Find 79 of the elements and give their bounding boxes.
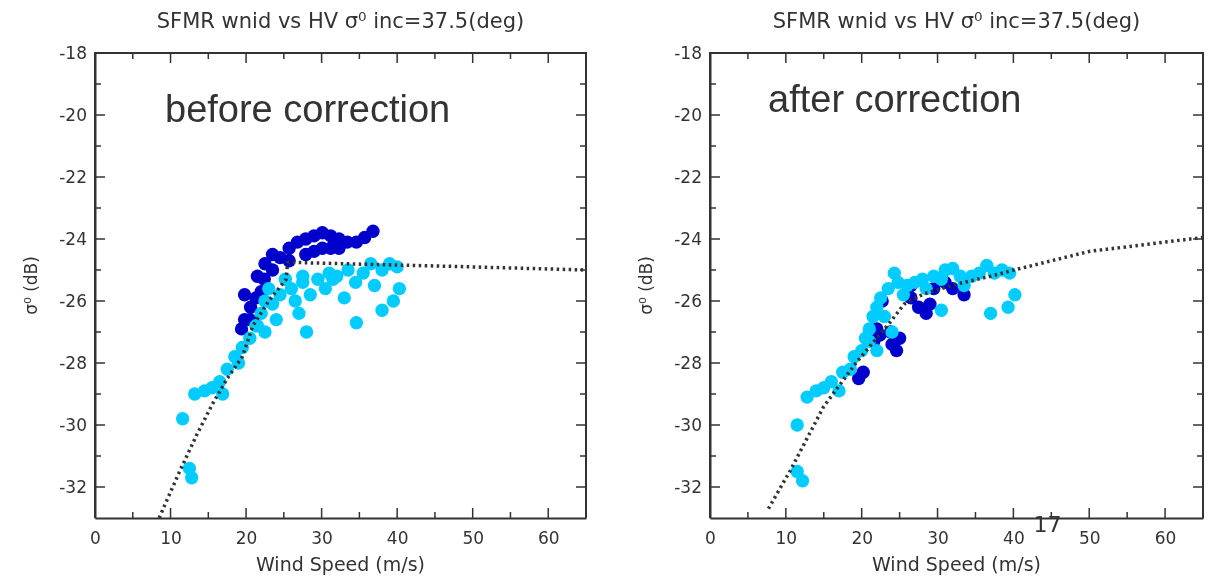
y-tick-label: -26 [59, 290, 87, 311]
point [392, 281, 407, 296]
point [299, 325, 314, 339]
y-tick-label: -20 [674, 104, 702, 125]
point [856, 365, 870, 379]
point [356, 266, 370, 280]
x-tick-label: 10 [160, 528, 182, 549]
y-tick-label: -26 [674, 290, 702, 311]
annotation: before correction [165, 88, 451, 130]
point [175, 412, 190, 426]
x-tick-label: 10 [775, 528, 798, 549]
x-tick-label: 0 [90, 528, 101, 549]
point [934, 303, 949, 317]
x-tick-label: 50 [1078, 528, 1101, 549]
x-tick-label: 40 [1003, 528, 1025, 549]
y-axis-title: σ⁰ (dB) [636, 256, 656, 315]
point [1001, 300, 1015, 314]
x-tick-label: 60 [537, 528, 560, 549]
point [269, 312, 283, 327]
point [318, 281, 333, 296]
point [237, 288, 252, 302]
point [212, 374, 227, 389]
point [862, 322, 876, 336]
y-tick-label: -28 [59, 352, 87, 373]
y-axis-title: σ⁰ (dB) [21, 256, 41, 315]
y-tick-label: -22 [674, 166, 702, 187]
point [1008, 288, 1022, 302]
point [386, 294, 401, 308]
point [288, 294, 302, 308]
point [983, 306, 998, 321]
point [303, 288, 317, 302]
x-tick-label: 20 [851, 528, 874, 549]
annotation: after correction [768, 78, 1022, 120]
y-tick-label: -22 [59, 166, 87, 187]
y-tick-label: -32 [59, 476, 87, 497]
point [367, 278, 382, 293]
y-tick-label: -24 [59, 228, 87, 249]
point [262, 281, 276, 296]
y-tick-label: -20 [59, 104, 87, 125]
point [366, 224, 380, 238]
point [375, 303, 389, 317]
point [881, 281, 895, 296]
x-tick-label: 0 [705, 528, 716, 549]
point [258, 325, 272, 339]
point [265, 263, 280, 277]
y-tick-label: -18 [674, 42, 702, 63]
point [337, 291, 351, 305]
point [889, 343, 904, 358]
x-tick-label: 50 [462, 528, 485, 549]
y-tick-label: -30 [59, 414, 87, 435]
x-tick-label: 40 [386, 528, 409, 549]
chart-title: SFMR wnid vs HV σ⁰ inc=37.5(deg) [772, 9, 1141, 33]
point [795, 474, 810, 488]
point [790, 418, 804, 432]
point [946, 261, 960, 276]
point [220, 362, 234, 376]
point [341, 263, 355, 277]
chart-title: SFMR wnid vs HV σ⁰ inc=37.5(deg) [156, 9, 525, 33]
point [923, 297, 937, 311]
x-tick-label: 30 [927, 528, 949, 549]
x-tick-label: 30 [311, 528, 333, 549]
point [348, 275, 363, 290]
y-tick-label: -18 [59, 42, 87, 63]
point [292, 306, 306, 321]
point [870, 343, 884, 358]
point [349, 316, 364, 330]
y-tick-label: -24 [674, 228, 702, 249]
point [824, 374, 839, 389]
point [185, 471, 199, 485]
x-tick-label: 60 [1154, 528, 1177, 549]
y-tick-label: -28 [674, 352, 702, 373]
point [284, 281, 299, 296]
point [311, 272, 325, 286]
y-tick-label: -30 [674, 414, 702, 435]
y-tick-label: -32 [674, 476, 702, 497]
point [877, 309, 892, 324]
x-axis-title: Wind Speed (m/s) [255, 553, 426, 575]
x-axis-title: Wind Speed (m/s) [871, 553, 1042, 575]
x-tick-label: 20 [235, 528, 258, 549]
